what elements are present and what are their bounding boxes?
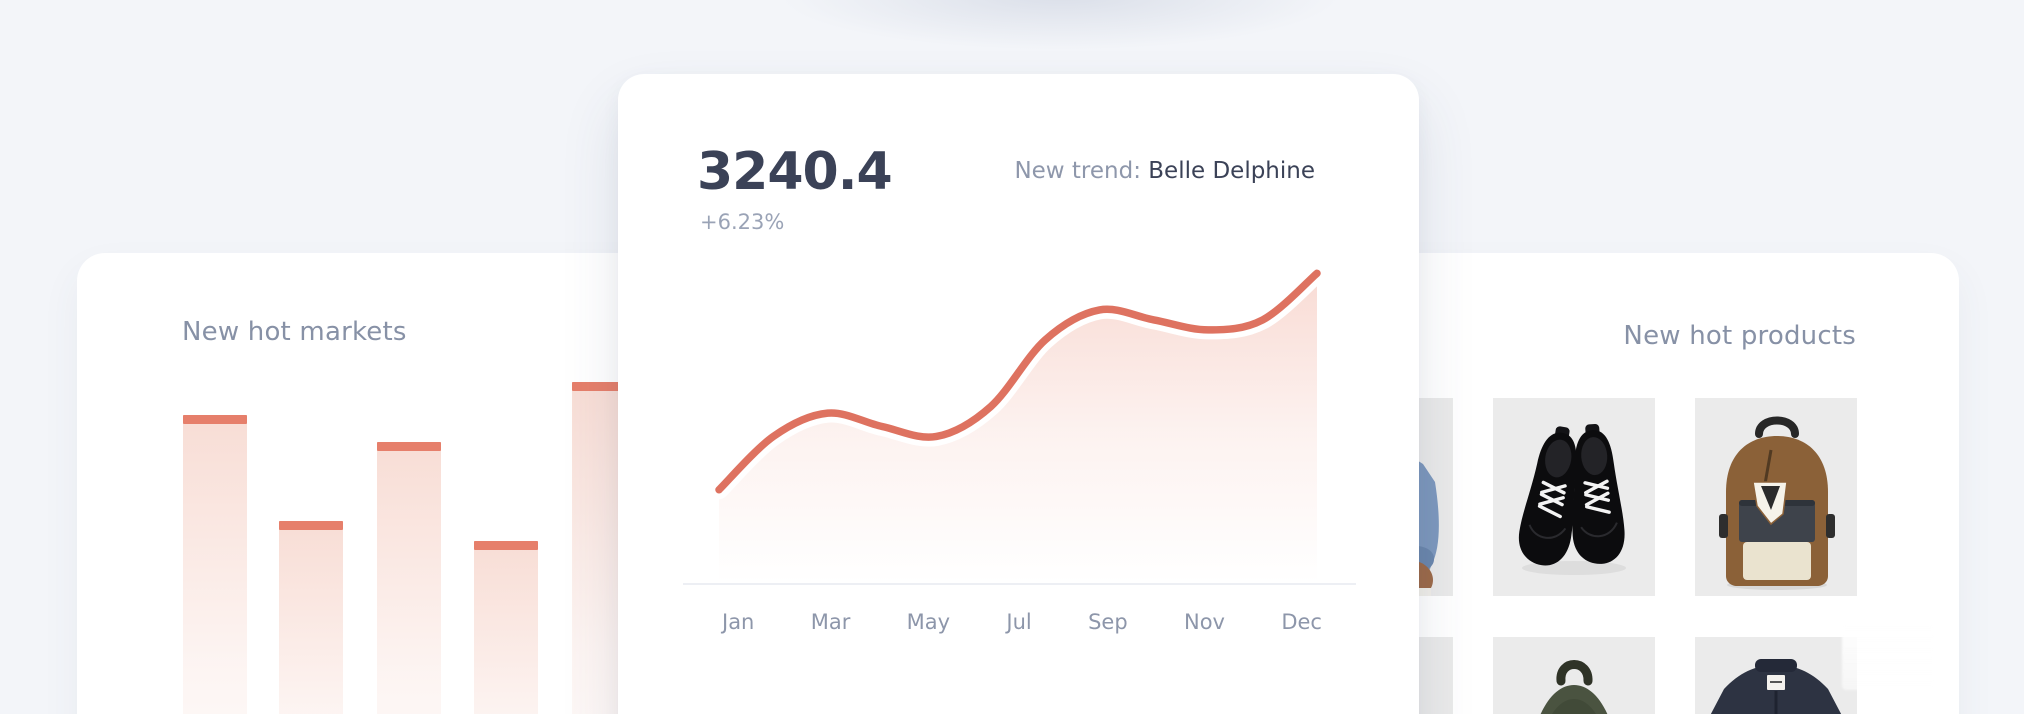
green-mini-backpack-photo [1493,637,1655,714]
bar-2-cap [279,521,343,531]
navy-bomber-jacket-photo [1695,637,1857,714]
white-glitch-artifact [1842,624,1934,690]
black-derby-shoes-photo [1493,398,1655,596]
product-tile-green-backpack[interactable] [1493,637,1655,714]
brown-leather-backpack-photo [1695,398,1857,596]
tick-may: May [906,610,951,634]
bar-3-cap [377,441,441,451]
trend-line [715,269,1321,494]
tick-jul: Jul [1006,610,1032,634]
tick-nov: Nov [1184,610,1225,634]
top-shadow-smudge [780,0,1340,50]
markets-card-title: New hot markets [182,317,407,347]
tick-sep: Sep [1088,610,1128,634]
trend-label: New trend: Belle Delphine [1014,158,1315,184]
trend-area [719,273,1317,583]
product-tile-brown-backpack[interactable] [1695,398,1857,596]
product-tile-derby-shoes[interactable] [1493,398,1655,596]
x-axis-line [683,583,1356,585]
bar-5-cap [572,382,636,391]
tick-dec: Dec [1281,610,1322,634]
trend-stat-value: 3240.4 [697,142,893,202]
trend-card: 3240.4 +6.23% New trend: Belle Delphine … [618,74,1419,714]
bar-4 [474,541,538,714]
products-card-title: New hot products [1623,321,1856,351]
bar-3 [377,441,441,714]
product-tile-navy-jacket[interactable] [1695,637,1857,714]
x-axis-ticks: Jan Mar May Jul Sep Nov Dec [722,610,1322,634]
trend-label-value: Belle Delphine [1148,158,1315,184]
bar-2 [279,521,343,714]
trend-stat-change: +6.23% [700,210,785,234]
trend-label-prefix: New trend: [1014,158,1141,184]
tick-jan: Jan [722,610,755,634]
tick-mar: Mar [810,610,851,634]
trend-line-chart [709,263,1327,583]
bar-1 [183,415,247,714]
bar-1-cap [183,415,247,425]
bar-4-cap [474,541,538,551]
